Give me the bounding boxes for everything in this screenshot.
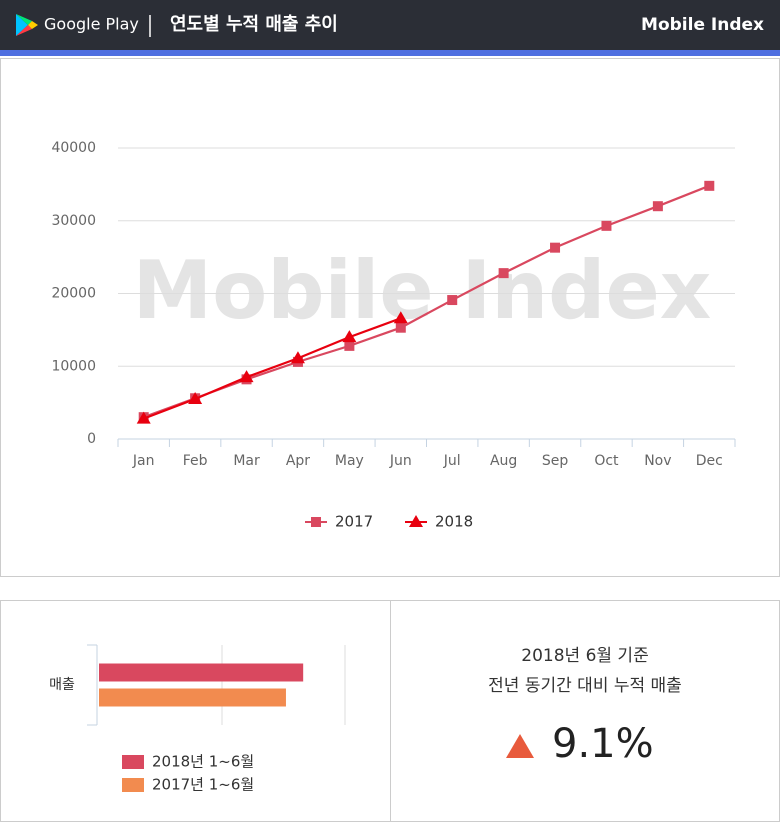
x-tick-label: Oct [594, 453, 619, 469]
header-bar [0, 0, 780, 50]
point [393, 311, 408, 324]
summary-change: 9.1% [552, 721, 654, 767]
x-tick-label: Feb [183, 453, 208, 469]
legend-label: 2018 [435, 513, 473, 531]
y-tick-label: 매출 [49, 677, 75, 693]
brand: Mobile Index [641, 15, 764, 35]
point [188, 391, 203, 404]
point [342, 330, 357, 343]
bar-panel [0, 600, 391, 822]
header-title: 연도별 누적 매출 추이 [170, 14, 338, 35]
x-tick-label: Sep [542, 453, 569, 469]
play-logo [16, 14, 38, 36]
watermark: Mobile Index [133, 244, 712, 337]
point [601, 220, 612, 231]
x-tick-label: May [335, 453, 364, 469]
y-tick-label: 10000 [51, 358, 96, 374]
point [395, 322, 406, 333]
point [447, 295, 458, 306]
point [498, 268, 509, 279]
point [290, 351, 305, 364]
up-arrow [506, 734, 534, 758]
x-tick-label: Aug [490, 453, 517, 469]
y-tick-label: 20000 [51, 286, 96, 302]
summary-panel [390, 600, 780, 822]
legend-label: 2017 [335, 513, 373, 531]
x-tick-label: Apr [286, 453, 310, 469]
legend-swatch [122, 755, 144, 769]
x-tick-label: Dec [696, 453, 723, 469]
point [550, 242, 561, 253]
legend-label: 2017년 1~6월 [152, 776, 254, 794]
legend-swatch [122, 778, 144, 792]
x-tick-label: Jan [132, 453, 155, 469]
point [136, 411, 151, 424]
summary-line2: 전년 동기간 대비 누적 매출 [488, 676, 682, 696]
store-name: Google Play [44, 15, 139, 34]
bar [99, 688, 286, 707]
point [311, 517, 321, 527]
legend-label: 2018년 1~6월 [152, 753, 254, 771]
point [704, 180, 715, 191]
point [344, 340, 355, 351]
point [409, 515, 423, 527]
line-panel [0, 58, 780, 577]
summary-line1: 2018년 6월 기준 [521, 646, 648, 666]
x-tick-label: Mar [233, 453, 260, 469]
point [652, 201, 663, 212]
y-tick-label: 30000 [51, 213, 96, 229]
point [239, 370, 254, 383]
x-tick-label: Nov [644, 453, 671, 469]
y-tick-label: 0 [87, 431, 96, 447]
y-tick-label: 40000 [51, 140, 96, 156]
x-tick-label: Jun [389, 453, 412, 469]
x-tick-label: Jul [443, 453, 461, 469]
series-line [143, 184, 710, 419]
header-accent [0, 50, 780, 56]
bar [99, 663, 304, 682]
series-line [143, 317, 402, 420]
